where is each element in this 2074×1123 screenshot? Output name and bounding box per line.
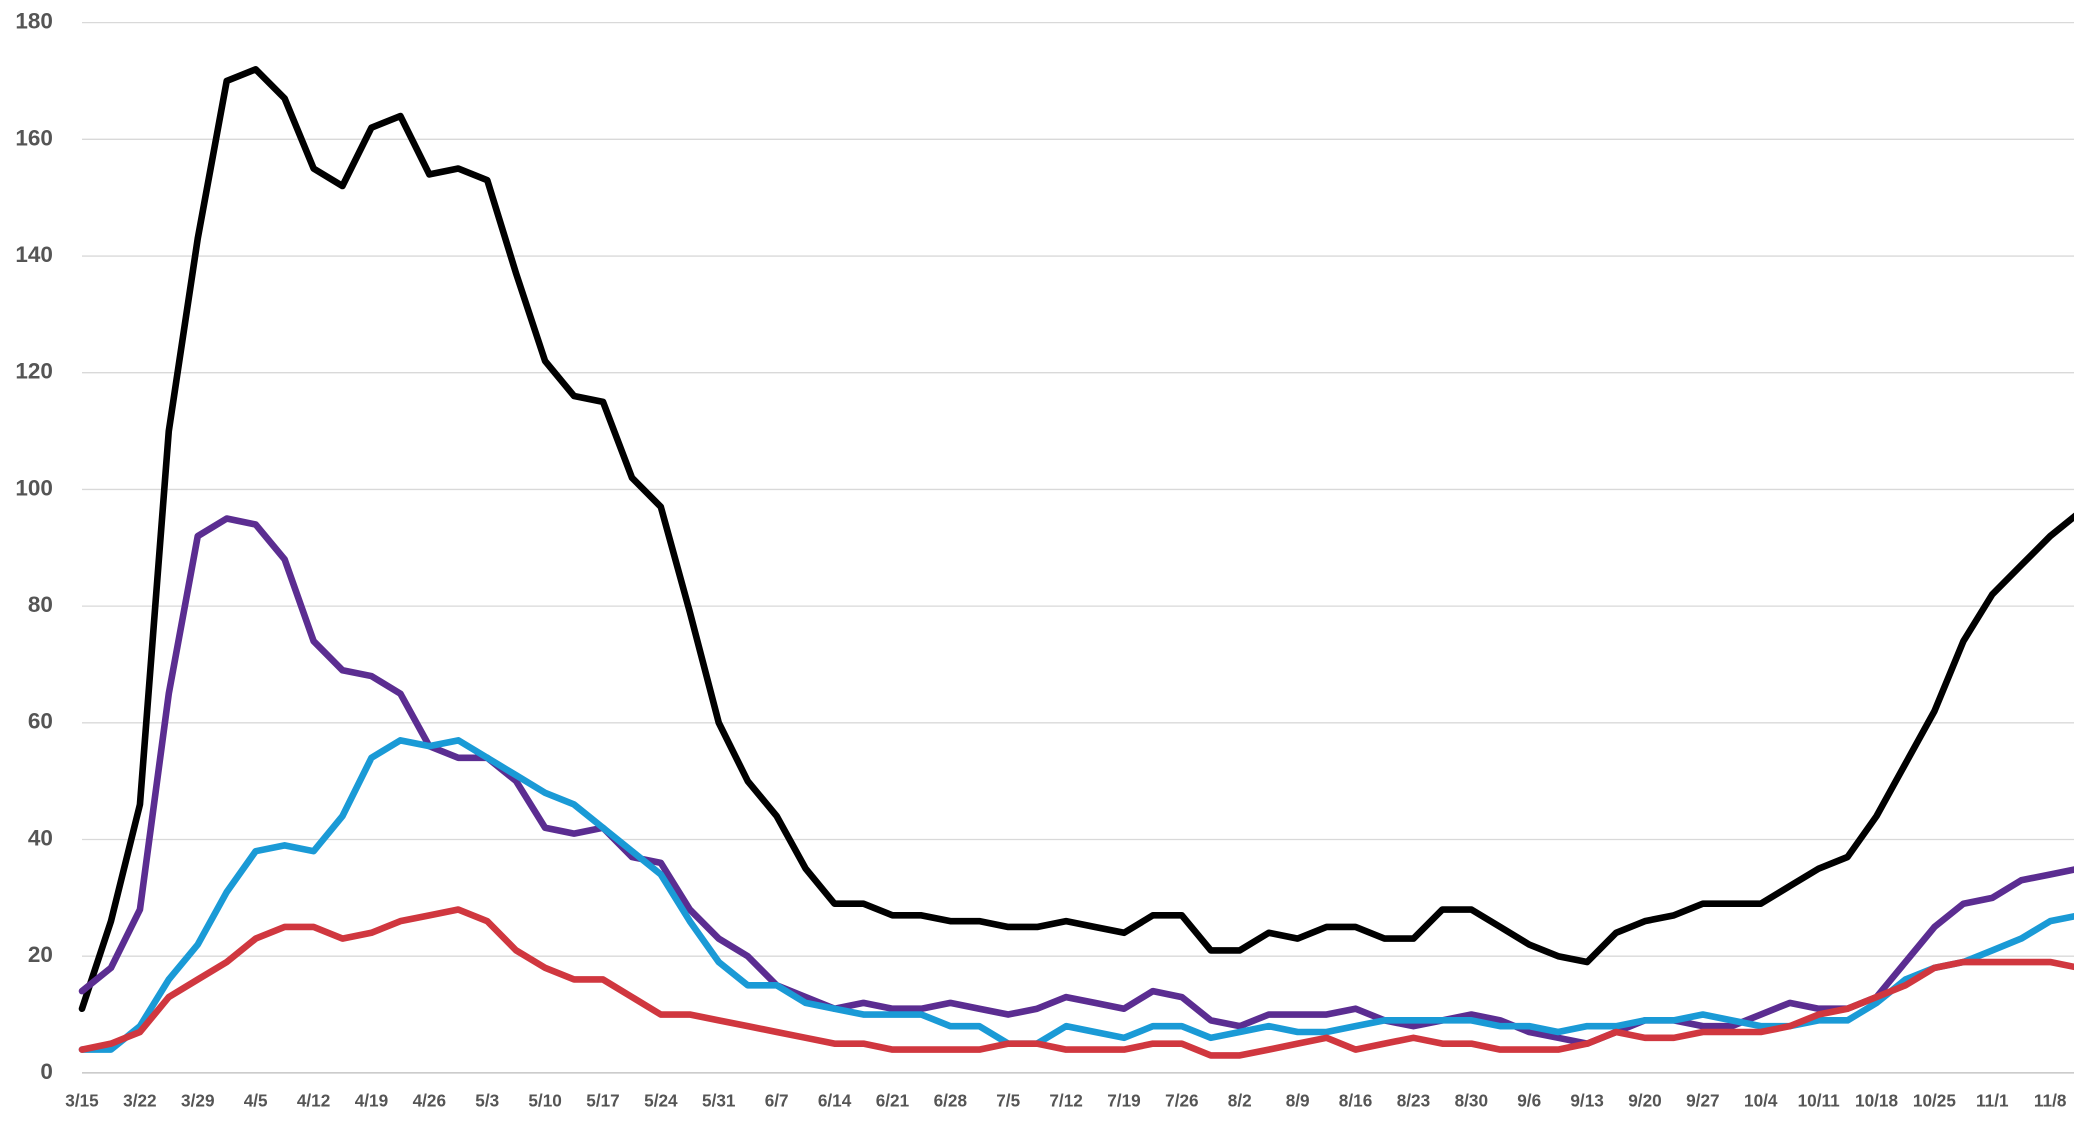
x-tick-label: 9/13 xyxy=(1570,1091,1603,1111)
x-tick-label: 6/21 xyxy=(876,1091,910,1111)
line xyxy=(78,737,2074,1053)
x-tick-label: 5/3 xyxy=(475,1091,499,1111)
line xyxy=(78,515,2074,1047)
line xyxy=(78,66,2074,1013)
x-tick-label: 7/26 xyxy=(1165,1091,1198,1111)
y-tick-label: 100 xyxy=(15,475,53,500)
x-tick-label: 6/28 xyxy=(934,1091,968,1111)
y-tick-label: 80 xyxy=(28,592,53,617)
x-tick-label: 11/1 xyxy=(1976,1091,2009,1111)
y-tick-label: 160 xyxy=(15,125,53,150)
x-tick-label: 4/19 xyxy=(355,1091,388,1111)
x-tick-label: 5/31 xyxy=(702,1091,736,1111)
x-tick-label: 8/16 xyxy=(1339,1091,1372,1111)
x-tick-label: 7/12 xyxy=(1049,1091,1082,1111)
x-tick-label: 5/10 xyxy=(528,1091,561,1111)
x-tick-label: 9/20 xyxy=(1628,1091,1661,1111)
x-tick-label: 3/29 xyxy=(181,1091,214,1111)
x-tick-label: 10/18 xyxy=(1855,1091,1898,1111)
x-tick-label: 4/5 xyxy=(244,1091,268,1111)
y-tick-label: 20 xyxy=(28,942,53,967)
x-tick-label: 10/11 xyxy=(1798,1091,1841,1111)
x-tick-label: 7/5 xyxy=(996,1091,1020,1111)
x-tick-label: 8/9 xyxy=(1286,1091,1310,1111)
y-tick-label: 40 xyxy=(28,825,53,850)
y-tick-label: 120 xyxy=(15,359,53,384)
x-tick-label: 9/27 xyxy=(1686,1091,1719,1111)
x-tick-label: 8/30 xyxy=(1455,1091,1488,1111)
y-tick-label: 0 xyxy=(40,1059,53,1084)
y-tick-label: 60 xyxy=(28,709,53,734)
y-tick-label: 180 xyxy=(15,9,53,34)
x-tick-label: 5/24 xyxy=(644,1091,678,1111)
x-tick-label: 5/17 xyxy=(586,1091,619,1111)
x-tick-label: 10/25 xyxy=(1913,1091,1956,1111)
x-tick-label: 4/12 xyxy=(297,1091,330,1111)
x-tick-label: 9/6 xyxy=(1517,1091,1541,1111)
x-tick-label: 11/8 xyxy=(2034,1091,2067,1111)
x-tick-label: 10/4 xyxy=(1744,1091,1778,1111)
x-tick-label: 3/22 xyxy=(123,1091,156,1111)
x-tick-label: 8/23 xyxy=(1397,1091,1430,1111)
x-tick-label: 6/14 xyxy=(818,1091,852,1111)
x-tick-label: 4/26 xyxy=(413,1091,446,1111)
x-tick-label: 3/15 xyxy=(65,1091,99,1111)
x-tick-label: 6/7 xyxy=(765,1091,789,1111)
x-tick-label: 7/19 xyxy=(1107,1091,1140,1111)
x-tick-label: 8/2 xyxy=(1228,1091,1252,1111)
y-tick-label: 140 xyxy=(15,242,53,267)
line xyxy=(78,906,2074,1059)
